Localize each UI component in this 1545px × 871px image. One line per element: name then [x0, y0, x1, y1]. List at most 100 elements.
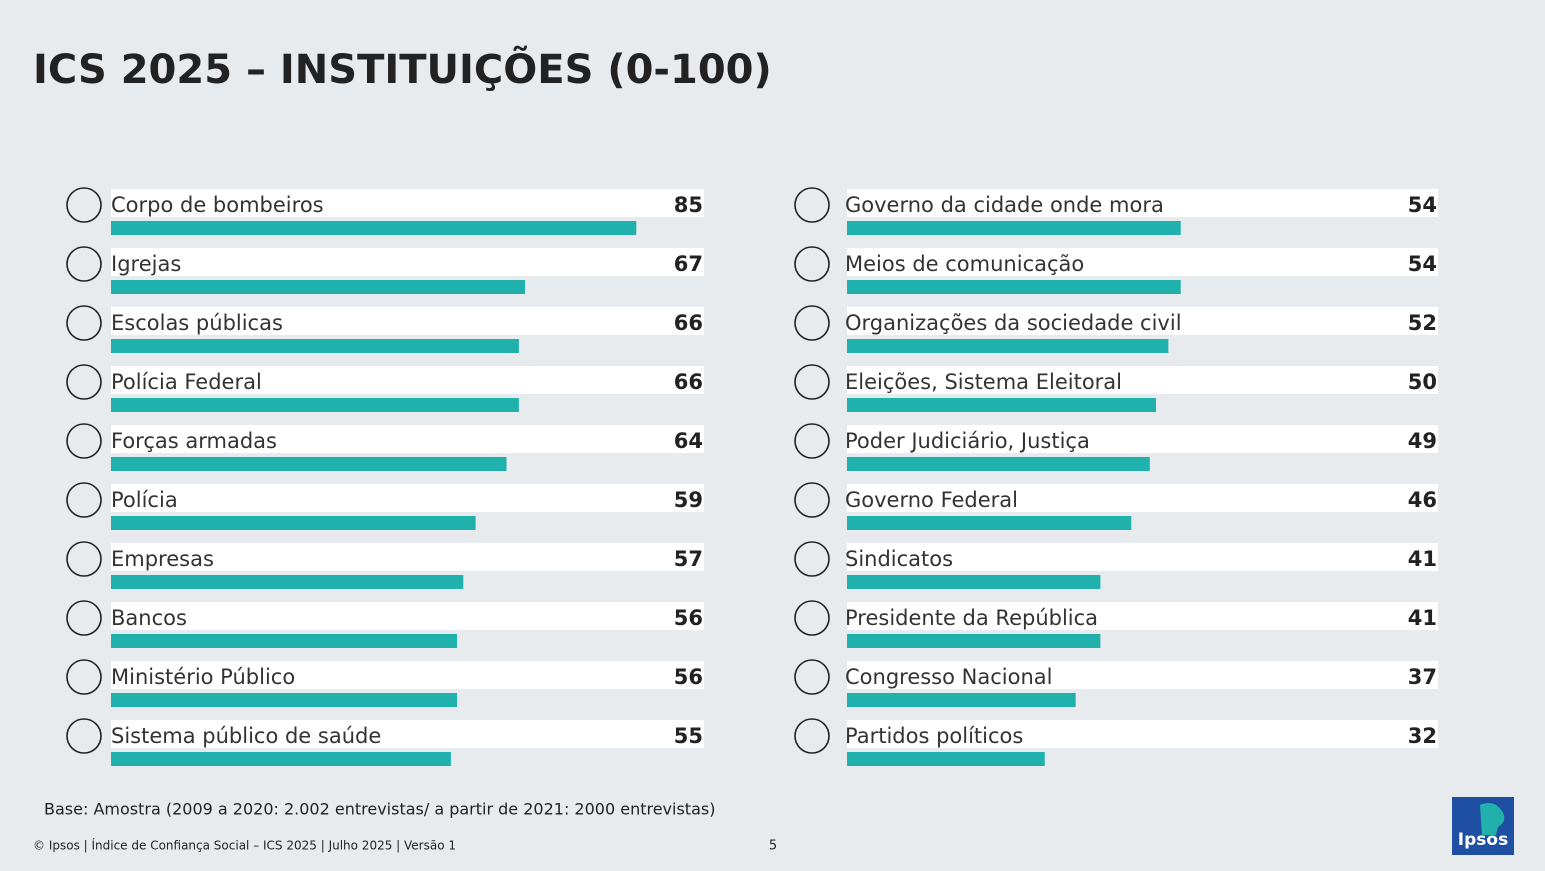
logo-shape: [1480, 803, 1505, 835]
row-icon: [794, 187, 830, 223]
value-label: 37: [1408, 665, 1437, 689]
value-label: 54: [1408, 193, 1437, 217]
bar: [847, 339, 1169, 353]
row-band: [847, 720, 1438, 748]
row-band: [847, 248, 1438, 276]
row-icon: [66, 600, 102, 636]
row-band: [847, 425, 1438, 453]
row-icon: [794, 482, 830, 518]
value-label: 50: [1408, 370, 1437, 394]
bar: [111, 339, 519, 353]
category-label: Meios de comunicação: [845, 252, 1084, 276]
row-icon: [66, 718, 102, 754]
bar: [847, 457, 1150, 471]
row-icon: [794, 541, 830, 577]
value-label: 55: [674, 724, 703, 748]
row-band: [847, 366, 1438, 394]
row-icon: [794, 659, 830, 695]
logo-text: Ipsos: [1458, 830, 1508, 850]
row-icon: [794, 600, 830, 636]
row-band: [111, 366, 704, 394]
value-label: 59: [674, 488, 703, 512]
bar: [847, 693, 1076, 707]
bar: [847, 398, 1156, 412]
category-label: Igrejas: [111, 252, 181, 276]
bar: [111, 516, 476, 530]
row-icon: [794, 364, 830, 400]
category-label: Ministério Público: [111, 665, 295, 689]
category-label: Governo da cidade onde mora: [845, 193, 1164, 217]
bar: [847, 575, 1101, 589]
value-label: 54: [1408, 252, 1437, 276]
value-label: 66: [674, 311, 703, 335]
bar: [111, 693, 458, 707]
value-label: 67: [674, 252, 703, 276]
bar: [847, 280, 1181, 294]
base-note: Base: Amostra (2009 a 2020: 2.002 entrev…: [44, 800, 715, 819]
row-band: [847, 307, 1438, 335]
row-band: [111, 602, 704, 630]
row-band: [111, 484, 704, 512]
value-label: 52: [1408, 311, 1437, 335]
row-band: [847, 602, 1438, 630]
category-label: Poder Judiciário, Justiça: [845, 429, 1090, 453]
value-label: 85: [674, 193, 703, 217]
value-label: 32: [1408, 724, 1437, 748]
row-band: [111, 189, 704, 217]
value-label: 57: [674, 547, 703, 571]
value-label: 41: [1408, 606, 1437, 630]
bar: [111, 398, 519, 412]
row-icon: [66, 246, 102, 282]
value-label: 64: [674, 429, 703, 453]
row-band: [111, 543, 704, 571]
row-icon: [794, 423, 830, 459]
row-band: [111, 307, 704, 335]
category-label: Organizações da sociedade civil: [845, 311, 1182, 335]
bar: [111, 575, 464, 589]
category-label: Polícia Federal: [111, 370, 262, 394]
row-icon: [794, 718, 830, 754]
bar: [847, 752, 1045, 766]
row-band: [847, 189, 1438, 217]
category-label: Escolas públicas: [111, 311, 283, 335]
value-label: 41: [1408, 547, 1437, 571]
value-label: 66: [674, 370, 703, 394]
row-icon: [66, 423, 102, 459]
page-number: 5: [769, 839, 777, 854]
row-icon: [794, 305, 830, 341]
bar: [111, 457, 507, 471]
value-label: 49: [1408, 429, 1437, 453]
category-label: Polícia: [111, 488, 178, 512]
bar: [111, 752, 451, 766]
row-icon: [66, 187, 102, 223]
row-icon: [66, 659, 102, 695]
row-band: [111, 661, 704, 689]
row-icon: [66, 364, 102, 400]
row-band: [111, 720, 704, 748]
copyright: © Ipsos | Índice de Confiança Social – I…: [33, 838, 456, 853]
row-icon: [794, 246, 830, 282]
row-band: [847, 543, 1438, 571]
row-band: [847, 661, 1438, 689]
category-label: Corpo de bombeiros: [111, 193, 324, 217]
category-label: Forças armadas: [111, 429, 277, 453]
row-icon: [66, 541, 102, 577]
value-label: 56: [674, 606, 703, 630]
category-label: Sindicatos: [845, 547, 953, 571]
bar: [111, 221, 637, 235]
value-label: 56: [674, 665, 703, 689]
bar: [847, 634, 1101, 648]
bar: [111, 280, 526, 294]
row-icon: [66, 305, 102, 341]
category-label: Governo Federal: [845, 488, 1018, 512]
category-label: Presidente da República: [845, 606, 1098, 630]
category-label: Empresas: [111, 547, 214, 571]
category-label: Congresso Nacional: [845, 665, 1052, 689]
row-band: [111, 248, 704, 276]
bar: [847, 221, 1181, 235]
slide-title: ICS 2025 – INSTITUIÇÕES (0-100): [33, 45, 772, 93]
category-label: Sistema público de saúde: [111, 724, 381, 748]
category-label: Partidos políticos: [845, 724, 1023, 748]
row-icon: [66, 482, 102, 518]
